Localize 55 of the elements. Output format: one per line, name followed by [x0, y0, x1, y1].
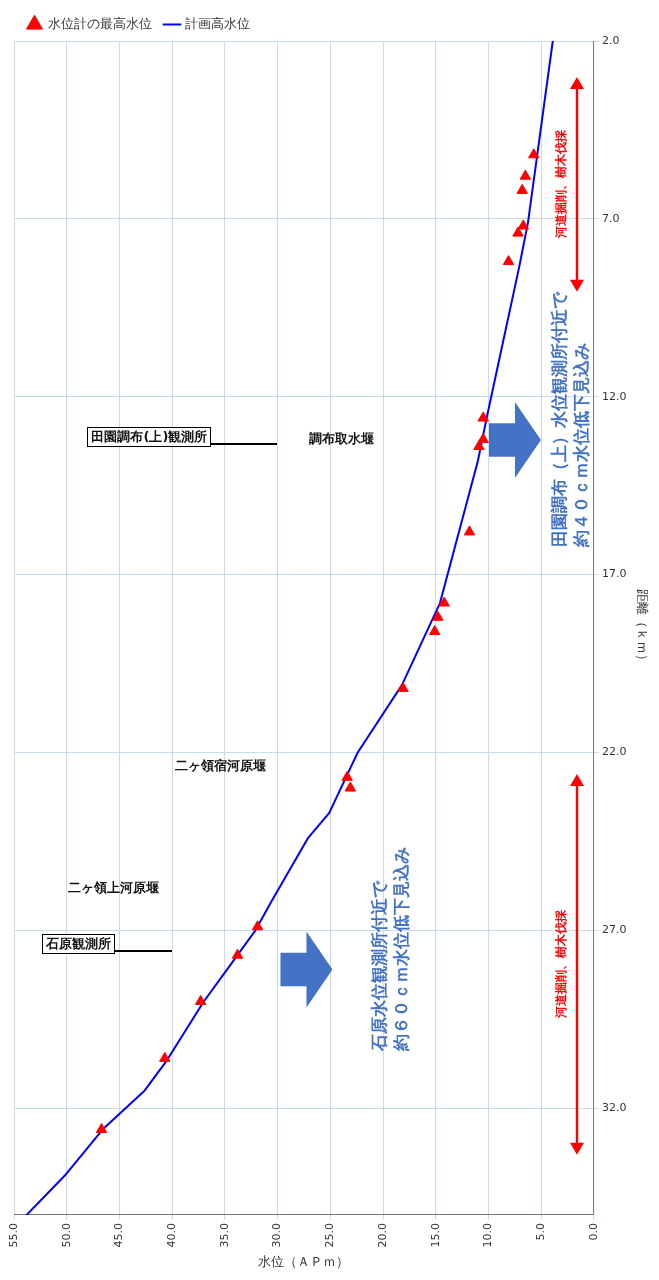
x-tick-label: 35.0 [217, 1222, 231, 1248]
x-tick-label: 25.0 [323, 1222, 337, 1248]
y-axis-title: 距離（ｋｍ） [634, 588, 650, 667]
point [341, 770, 353, 781]
point [231, 948, 244, 959]
x-tick-label: 20.0 [375, 1222, 389, 1248]
x-axis-title: 水位（ＡＰｍ） [258, 1253, 350, 1269]
annotation: 約６０ｃｍ水位低下見込み [391, 846, 413, 1051]
point [516, 183, 528, 194]
y-tick-label: 22.0 [601, 745, 627, 759]
y-tick-label: 7.0 [601, 211, 620, 225]
x-tick-label: 50.0 [59, 1222, 73, 1248]
point [528, 148, 540, 159]
point [512, 226, 524, 237]
x-tick-label: 15.0 [428, 1222, 442, 1248]
point [397, 681, 409, 692]
x-tick-label: 30.0 [270, 1222, 284, 1248]
point [432, 610, 444, 621]
point [251, 920, 264, 931]
x-tick-label: 40.0 [165, 1222, 179, 1248]
point [429, 625, 441, 636]
x-tick-label: 10.0 [481, 1222, 495, 1248]
legend-label: 水位計の最高水位 [47, 15, 152, 31]
x-tick-label: 5.0 [534, 1222, 548, 1241]
point [502, 255, 515, 266]
point [194, 994, 207, 1005]
annotation: 約４０ｃｍ水位低下見込み [571, 343, 593, 547]
point [519, 169, 532, 180]
y-tick-label: 2.0 [601, 33, 620, 47]
annotation: 石原水位観測所付近で [368, 880, 390, 1051]
point [438, 596, 450, 607]
x-tick-label: 45.0 [112, 1222, 126, 1248]
point [344, 781, 357, 792]
legend-label: 計画高水位 [185, 15, 250, 31]
point [159, 1051, 171, 1062]
point [477, 432, 489, 443]
point [473, 440, 485, 451]
x-tick-label: 0.0 [586, 1222, 600, 1241]
y-tick-label: 17.0 [601, 567, 627, 581]
annotation: 二ヶ領宿河原堰 [175, 756, 267, 775]
y-tick-label: 27.0 [601, 923, 627, 937]
annotation: 河道掘削、樹木伐採 [552, 910, 569, 1019]
annotation: 二ヶ領上河原堰 [67, 879, 159, 898]
point [95, 1123, 108, 1134]
annotation: 河道掘削、樹木伐採 [552, 130, 569, 239]
point [477, 411, 489, 422]
point [517, 219, 529, 230]
annotation: 石原観測所 [42, 934, 116, 955]
annotation: 田園調布(上)観測所 [87, 427, 212, 448]
annotation: 田園調布（上）水位観測所付近で [548, 292, 570, 547]
y-tick-label: 12.0 [601, 389, 627, 403]
annotation: 調布取水堰 [308, 430, 374, 449]
point [463, 525, 476, 536]
x-tick-label: 55.0 [6, 1222, 20, 1248]
y-tick-label: 32.0 [601, 1101, 627, 1115]
